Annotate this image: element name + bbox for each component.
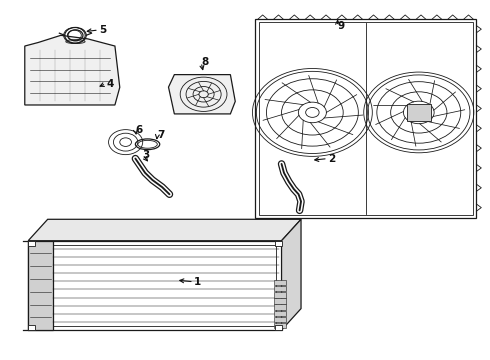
Bar [274, 292, 287, 298]
Bar [28, 325, 35, 330]
Text: 9: 9 [338, 21, 344, 31]
Bar [28, 241, 35, 246]
Bar [275, 325, 282, 330]
Bar [274, 280, 287, 285]
Bar [28, 241, 52, 330]
Bar [274, 304, 287, 310]
Bar [255, 19, 476, 217]
Text: 3: 3 [143, 150, 150, 160]
Bar [34, 245, 276, 326]
Bar [407, 104, 431, 121]
Text: 5: 5 [99, 25, 106, 35]
Text: 1: 1 [194, 277, 201, 287]
Bar [259, 22, 472, 215]
Bar [274, 317, 287, 322]
Bar [274, 286, 287, 291]
Bar [274, 311, 287, 316]
Text: 7: 7 [157, 130, 165, 140]
Bar [274, 323, 287, 328]
Text: 4: 4 [106, 78, 114, 89]
Polygon shape [28, 219, 301, 241]
Polygon shape [25, 35, 120, 105]
Polygon shape [28, 241, 282, 330]
Bar [275, 241, 282, 246]
Polygon shape [282, 219, 301, 330]
Text: 2: 2 [328, 154, 335, 163]
Text: 8: 8 [201, 57, 208, 67]
Polygon shape [169, 75, 235, 114]
Text: 6: 6 [135, 125, 143, 135]
Bar [274, 298, 287, 304]
